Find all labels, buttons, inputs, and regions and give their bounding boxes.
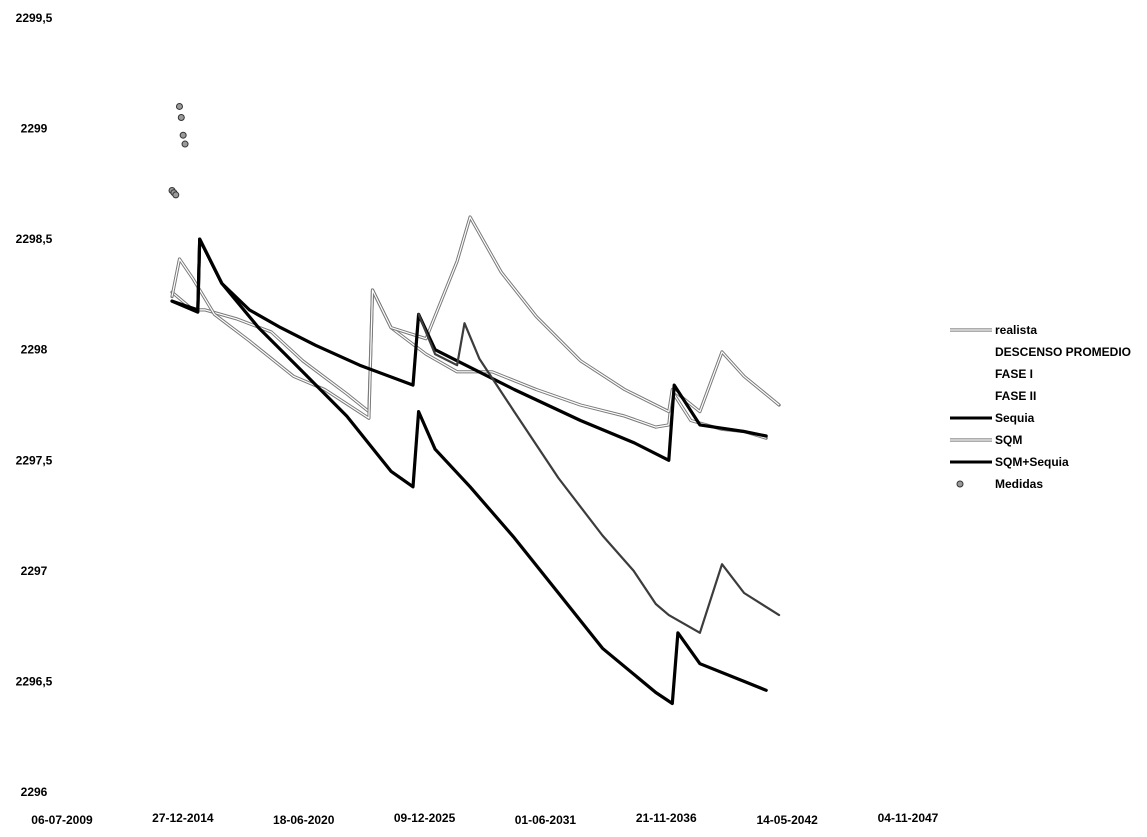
y-axis: 2296 2296,5 2297 2297,5 2298 2298,5 2299 2299,5 [16,11,53,799]
series-line-sqm-sequia [170,237,768,706]
x-axis: 06-07-2009 27-12-2014 18-06-2020 09-12-2025… [31,811,938,827]
series-line-realista [170,288,768,440]
legend-label: FASE II [995,389,1036,403]
legend-label: SQM [995,433,1022,447]
legend: realista DESCENSO PROMEDIO FASE I FASE II Se… [950,323,1131,491]
legend-label: FASE I [995,367,1033,381]
medidas-point [177,114,185,122]
plot-area [168,102,781,706]
medidas-point [172,191,180,199]
x-tick-label: 27-12-2014 [152,811,214,825]
y-tick-label: 2299,5 [16,11,53,25]
legend-marker [956,480,964,488]
x-tick-label: 14-05-2042 [756,813,818,827]
y-tick-label: 2297,5 [16,453,53,467]
y-tick-label: 2296,5 [16,674,53,688]
y-tick-label: 2298,5 [16,232,53,246]
x-tick-label: 01-06-2031 [515,813,577,827]
y-tick-label: 2297 [21,564,48,578]
x-tick-label: 09-12-2025 [394,811,456,825]
y-tick-label: 2296 [21,785,48,799]
medidas-point [181,140,189,148]
legend-label: SQM+Sequia [995,455,1069,469]
x-tick-label: 06-07-2009 [31,813,93,827]
y-tick-label: 2298 [21,343,48,357]
medidas-point [175,102,183,110]
legend-label: Medidas [995,477,1043,491]
legend-label: DESCENSO PROMEDIO [995,345,1131,359]
legend-label: realista [995,323,1037,337]
x-tick-label: 04-11-2047 [878,811,939,825]
legend-label: Sequia [995,411,1035,425]
y-tick-label: 2299 [21,122,48,136]
x-tick-label: 21-11-2036 [636,811,697,825]
medidas-point [179,131,187,139]
series-line-sqm-sequia [417,313,781,634]
series-line-inner [171,289,767,439]
x-tick-label: 18-06-2020 [273,813,335,827]
